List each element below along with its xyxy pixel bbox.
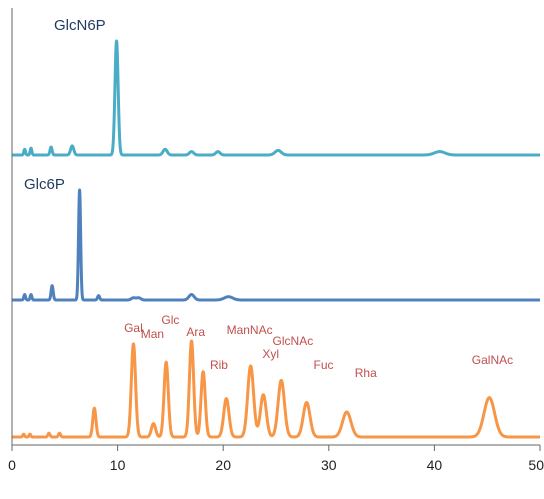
x-tick-label: 40 xyxy=(427,457,443,473)
x-tick-label: 0 xyxy=(8,457,16,473)
peak-label-mannac: ManNAc xyxy=(227,323,273,337)
peak-label-glc: Glc xyxy=(161,313,179,327)
series-line-glcn6p xyxy=(10,39,542,157)
x-ticks-group: 0 10 20 30 40 50 xyxy=(8,445,544,473)
x-tick-label: 20 xyxy=(215,457,231,473)
traces-group xyxy=(10,39,542,439)
peak-label-galnac: GalNAc xyxy=(472,353,513,367)
series-line-monosaccharides xyxy=(10,339,542,439)
peak-label-glcnac: GlcNAc xyxy=(273,334,314,348)
peak-label-rib: Rib xyxy=(210,358,228,372)
peak-label-rha: Rha xyxy=(355,366,377,380)
peak-label-fuc: Fuc xyxy=(314,358,334,372)
x-tick-label: 30 xyxy=(321,457,337,473)
x-tick-label: 10 xyxy=(110,457,126,473)
x-tick-label: 50 xyxy=(528,457,544,473)
trace-label-glcn6p: GlcN6P xyxy=(54,17,106,34)
peak-label-ara: Ara xyxy=(186,325,205,339)
peak-label-man: Man xyxy=(141,327,164,341)
trace-label-glc6p: Glc6P xyxy=(24,176,65,193)
peak-label-xyl: Xyl xyxy=(262,347,279,361)
series-line-glc6p xyxy=(10,188,542,302)
peak-label-gal: Gal xyxy=(124,321,143,335)
